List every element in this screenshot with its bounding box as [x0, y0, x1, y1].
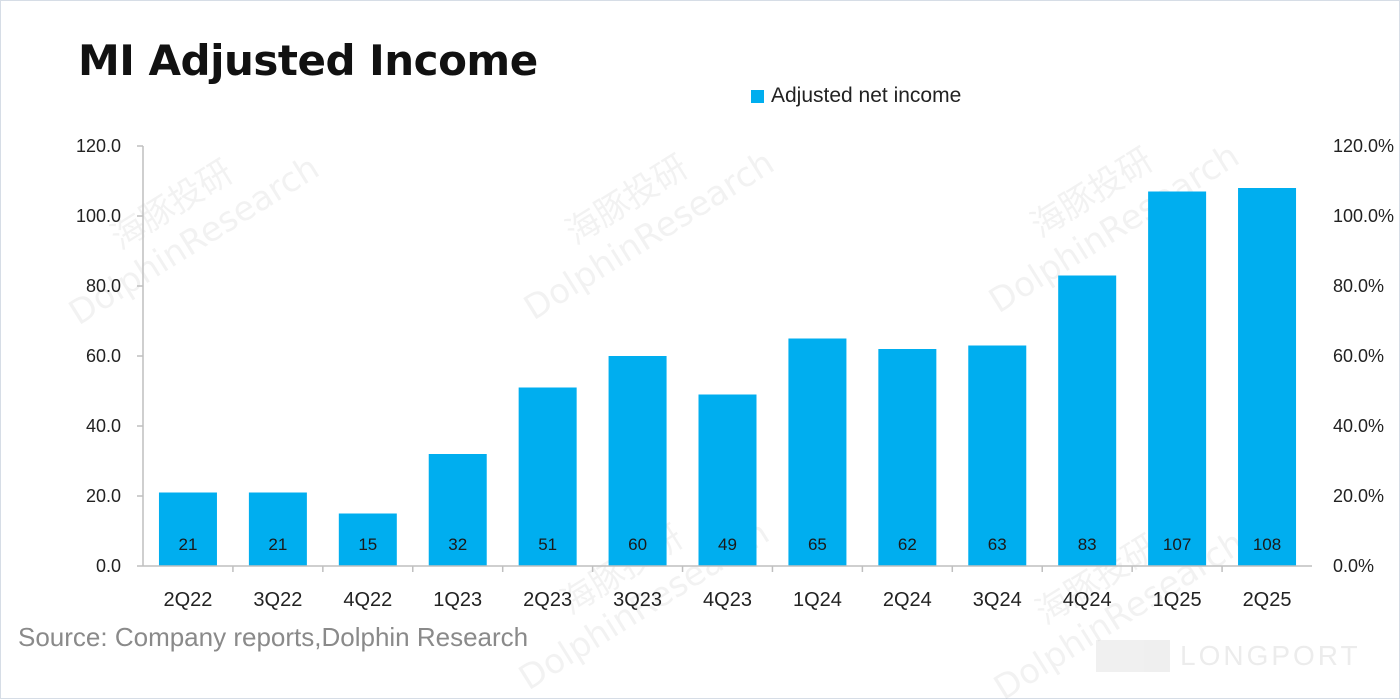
x-tick-label: 4Q22	[343, 589, 392, 611]
data-label: 65	[808, 535, 827, 554]
data-label: 62	[898, 535, 917, 554]
data-label: 32	[448, 535, 467, 554]
bar-2Q25	[1238, 188, 1297, 566]
bar-2Q23	[518, 387, 577, 566]
data-label: 63	[988, 535, 1007, 554]
x-tick-label: 2Q25	[1243, 589, 1292, 611]
longport-logo: LONGPORT	[1096, 640, 1361, 672]
y-tick-label: 40.0	[86, 416, 121, 436]
bar-4Q24	[1058, 275, 1117, 566]
source-note: Source: Company reports,Dolphin Research	[18, 622, 529, 652]
data-label: 60	[628, 535, 647, 554]
y2-tick-label: 0.0%	[1333, 556, 1374, 576]
logo-text: LONGPORT	[1180, 640, 1361, 671]
x-tick-label: 2Q22	[163, 589, 212, 611]
data-label: 83	[1078, 535, 1097, 554]
data-label: 49	[718, 535, 737, 554]
legend-swatch	[751, 89, 764, 103]
y2-axis-ticks: 0.0% 20.0% 40.0% 60.0% 80.0% 100.0% 120.0%	[1333, 136, 1394, 576]
y2-tick-label: 80.0%	[1333, 276, 1384, 296]
x-tick-label: 2Q24	[883, 589, 932, 611]
y2-tick-label: 20.0%	[1333, 486, 1384, 506]
bar-3Q23	[608, 356, 667, 566]
bar-3Q22	[248, 492, 307, 566]
legend-label: Adjusted net income	[771, 84, 962, 107]
x-tick-label: 3Q23	[613, 589, 662, 611]
data-label: 108	[1253, 535, 1281, 554]
bar-1Q25	[1148, 191, 1207, 566]
y2-tick-label: 120.0%	[1333, 136, 1394, 156]
legend: Adjusted net income	[751, 84, 961, 108]
x-tick-label: 1Q24	[793, 589, 842, 611]
data-label: 21	[268, 535, 287, 554]
chart-title: MI Adjusted Income	[78, 36, 538, 85]
bar-2Q24	[878, 349, 937, 566]
x-tick-label: 3Q24	[973, 589, 1022, 611]
data-label: 51	[538, 535, 557, 554]
bar-3Q24	[968, 345, 1027, 566]
bar-1Q23	[428, 454, 487, 566]
y-axis-ticks: 0.0 20.0 40.0 60.0 80.0 100.0 120.0	[76, 136, 143, 576]
x-tick-label: 1Q23	[433, 589, 482, 611]
x-tick-label: 3Q22	[253, 589, 302, 611]
data-labels: 21 21 15 32 51 60 49 65 62 63 83 107 108	[179, 535, 1282, 554]
bar-1Q24	[788, 338, 847, 566]
bar-4Q22	[338, 513, 397, 566]
y-tick-label: 20.0	[86, 486, 121, 506]
data-label: 21	[179, 535, 198, 554]
bar-4Q23	[698, 394, 757, 566]
y-tick-label: 100.0	[76, 206, 121, 226]
bar-2Q22	[158, 492, 217, 566]
x-tick-label: 1Q25	[1153, 589, 1202, 611]
y-tick-label: 80.0	[86, 276, 121, 296]
x-tick-label: 4Q23	[703, 589, 752, 611]
x-tick-label: 4Q24	[1063, 589, 1112, 611]
bars	[158, 188, 1297, 566]
x-axis-ticks: 2Q22 3Q22 4Q22 1Q23 2Q23 3Q23 4Q23 1Q24 2Q24 3Q24…	[163, 566, 1292, 611]
y-tick-label: 0.0	[96, 556, 121, 576]
y-tick-label: 120.0	[76, 136, 121, 156]
y-tick-label: 60.0	[86, 346, 121, 366]
data-label: 15	[358, 535, 377, 554]
x-tick-label: 2Q23	[523, 589, 572, 611]
y2-tick-label: 40.0%	[1333, 416, 1384, 436]
data-label: 107	[1163, 535, 1191, 554]
logo-mark	[1096, 640, 1170, 672]
y2-tick-label: 100.0%	[1333, 206, 1394, 226]
y2-tick-label: 60.0%	[1333, 346, 1384, 366]
